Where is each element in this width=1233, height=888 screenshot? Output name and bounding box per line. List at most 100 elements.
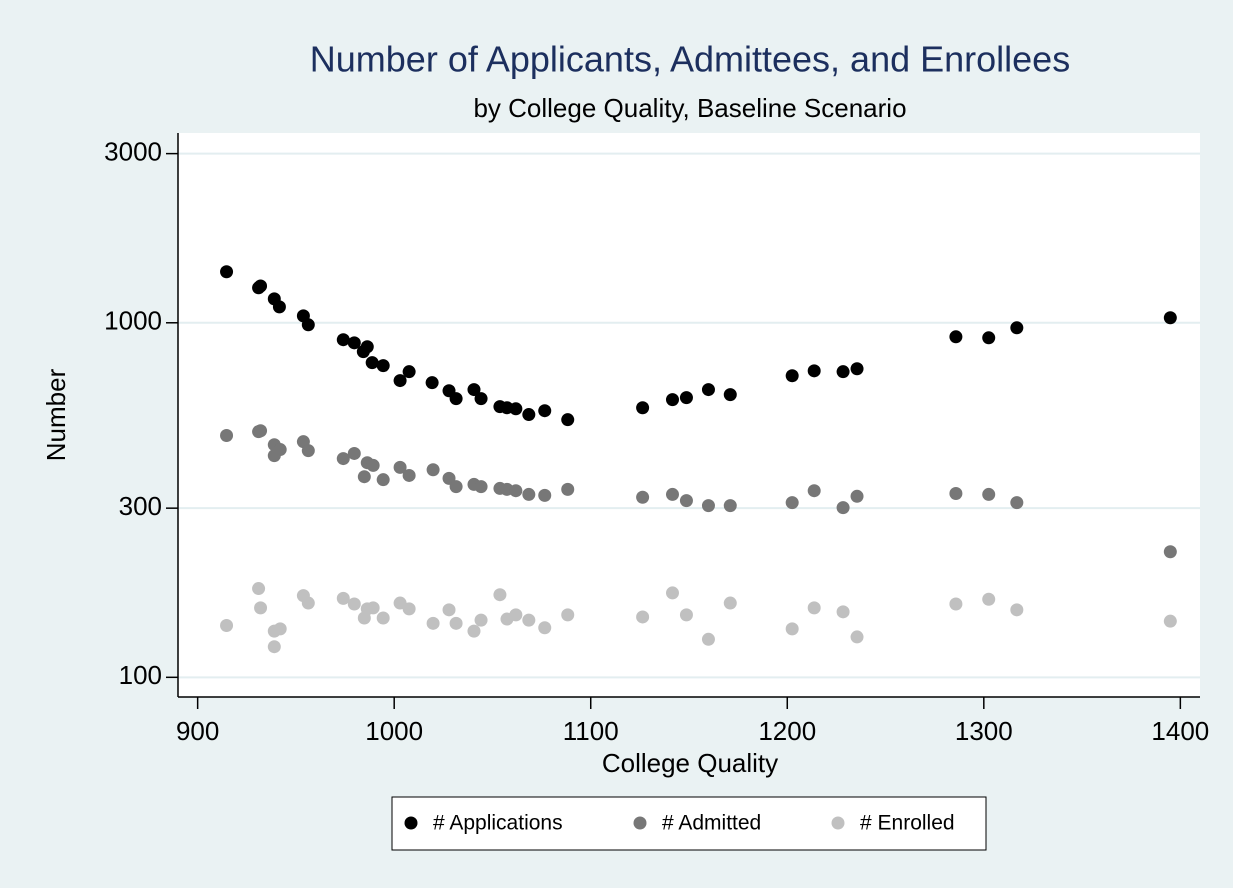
point xyxy=(522,613,536,627)
point xyxy=(723,596,737,610)
point xyxy=(785,369,799,383)
x-tick-label: 1200 xyxy=(758,716,816,746)
point xyxy=(679,494,693,508)
point xyxy=(336,591,350,605)
point xyxy=(807,364,821,378)
y-tick-label: 3000 xyxy=(104,136,162,166)
point xyxy=(723,499,737,513)
point xyxy=(220,619,234,633)
point xyxy=(254,279,268,293)
point xyxy=(1010,603,1024,617)
point xyxy=(267,640,281,654)
legend xyxy=(391,796,987,851)
point xyxy=(376,359,390,373)
point xyxy=(509,402,523,416)
point xyxy=(949,597,963,611)
point xyxy=(538,621,552,635)
point xyxy=(723,388,737,402)
chart-title: Number of Applicants, Admittees, and Enr… xyxy=(310,39,1070,80)
point xyxy=(949,330,963,344)
legend-marker xyxy=(831,816,845,830)
point xyxy=(636,401,650,415)
x-tick-label: 1300 xyxy=(955,716,1013,746)
y-tick-label: 1000 xyxy=(104,306,162,336)
point xyxy=(376,611,390,625)
point xyxy=(365,356,379,370)
point xyxy=(360,340,374,354)
legend-label: # Admitted xyxy=(662,812,761,835)
legend-label: # Applications xyxy=(433,812,563,835)
point xyxy=(301,596,315,610)
point xyxy=(807,484,821,498)
point xyxy=(665,393,679,407)
point xyxy=(982,331,996,345)
point xyxy=(850,362,864,376)
point xyxy=(665,487,679,501)
point xyxy=(474,392,488,406)
point xyxy=(336,452,350,466)
point xyxy=(665,586,679,600)
point xyxy=(347,446,361,460)
x-axis-label: College Quality xyxy=(602,748,778,778)
legend-marker xyxy=(633,816,647,830)
point xyxy=(254,601,268,615)
point xyxy=(301,318,315,332)
point xyxy=(425,376,439,390)
point xyxy=(273,443,287,457)
x-tick-label: 900 xyxy=(176,716,219,746)
point xyxy=(538,488,552,502)
point xyxy=(850,630,864,644)
point xyxy=(701,499,715,513)
point xyxy=(426,463,440,477)
point xyxy=(982,487,996,501)
point xyxy=(426,616,440,630)
point xyxy=(982,592,996,606)
point xyxy=(449,616,463,630)
point xyxy=(366,458,380,472)
point xyxy=(301,444,315,458)
point xyxy=(538,404,552,418)
y-axis-label: Number xyxy=(41,368,71,461)
point xyxy=(357,470,371,484)
point xyxy=(561,413,575,427)
point xyxy=(522,408,536,422)
point xyxy=(220,428,234,442)
point xyxy=(252,582,266,596)
point xyxy=(636,490,650,504)
point xyxy=(254,424,268,438)
point xyxy=(636,610,650,624)
point xyxy=(679,391,693,405)
legend-label: # Enrolled xyxy=(860,812,955,835)
point xyxy=(474,480,488,494)
point xyxy=(402,365,416,379)
point xyxy=(393,374,407,388)
x-tick-label: 1400 xyxy=(1151,716,1209,746)
point xyxy=(272,300,286,314)
point xyxy=(402,602,416,616)
point xyxy=(836,501,850,515)
x-tick-label: 1000 xyxy=(365,716,423,746)
point xyxy=(807,601,821,615)
point xyxy=(467,624,481,638)
point xyxy=(376,473,390,487)
point xyxy=(509,608,523,622)
point xyxy=(785,496,799,510)
point xyxy=(402,468,416,482)
y-tick-label: 100 xyxy=(119,660,162,690)
point xyxy=(273,622,287,636)
point xyxy=(1163,614,1177,628)
point xyxy=(347,336,361,350)
point xyxy=(393,460,407,474)
point xyxy=(701,632,715,646)
x-tick-label: 1100 xyxy=(563,716,619,746)
point xyxy=(1163,545,1177,559)
point xyxy=(336,333,350,347)
point xyxy=(449,480,463,494)
point xyxy=(949,486,963,500)
point xyxy=(449,392,463,406)
point xyxy=(522,487,536,501)
point xyxy=(474,613,488,627)
point xyxy=(493,588,507,602)
point xyxy=(679,608,693,622)
